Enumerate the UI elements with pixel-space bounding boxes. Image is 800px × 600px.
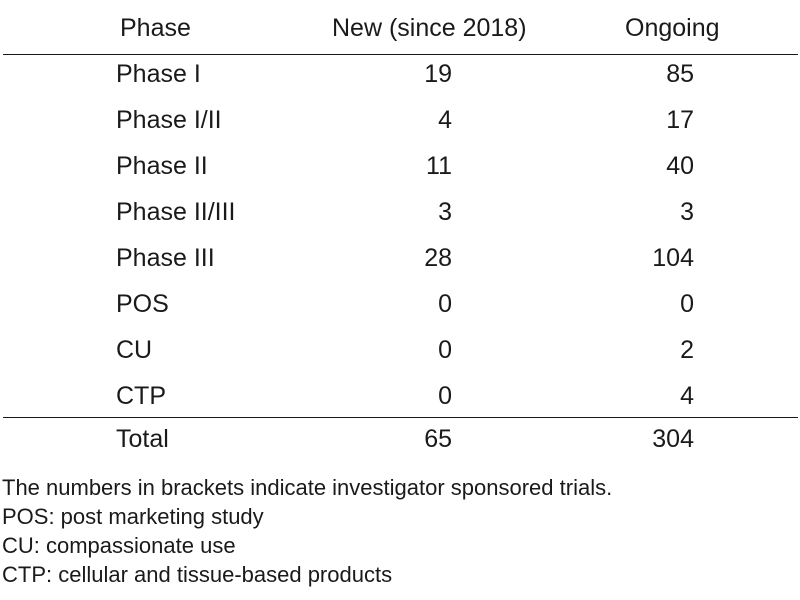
table-row: Phase II 11 40 <box>0 150 800 194</box>
cell-phase: Phase II/III <box>116 198 236 226</box>
table-footnotes: The numbers in brackets indicate investi… <box>2 473 612 589</box>
table-row: CU 0 2 <box>0 334 800 378</box>
total-divider <box>3 417 798 418</box>
cell-phase: CU <box>116 336 153 364</box>
cell-ongoing: 17 <box>666 106 694 134</box>
cell-phase: Phase III <box>116 244 215 272</box>
cell-ongoing: 85 <box>666 60 694 88</box>
cell-new: 0 <box>438 336 452 364</box>
footnote-ctp: CTP: cellular and tissue-based products <box>2 562 393 587</box>
footnote-brackets: The numbers in brackets indicate investi… <box>2 475 613 500</box>
cell-ongoing: 104 <box>652 244 694 272</box>
cell-ongoing: 0 <box>680 290 694 318</box>
table-row: CTP 0 4 <box>0 380 800 424</box>
header-new-since-2018: New (since 2018) <box>332 14 527 42</box>
cell-phase: Phase I/II <box>116 106 222 134</box>
cell-phase: Phase I <box>116 60 201 88</box>
header-ongoing: Ongoing <box>625 14 720 42</box>
table-row: Phase I/II 4 17 <box>0 104 800 148</box>
cell-ongoing: 4 <box>680 382 694 410</box>
total-row: Total 65 304 <box>0 423 800 467</box>
table-row: POS 0 0 <box>0 288 800 332</box>
cell-ongoing: 3 <box>680 198 694 226</box>
cell-phase: CTP <box>116 382 166 410</box>
cell-ongoing: 2 <box>680 336 694 364</box>
footnote-pos: POS: post marketing study <box>2 504 264 529</box>
table-row: Phase III 28 104 <box>0 242 800 286</box>
cell-new: 28 <box>424 244 452 272</box>
cell-new: 11 <box>426 152 452 180</box>
cell-new: 4 <box>438 106 452 134</box>
table-row: Phase I 19 85 <box>0 58 800 102</box>
total-label: Total <box>116 425 169 453</box>
cell-new: 0 <box>438 290 452 318</box>
table-row: Phase II/III 3 3 <box>0 196 800 240</box>
cell-new: 0 <box>438 382 452 410</box>
total-new: 65 <box>424 425 452 453</box>
cell-phase: Phase II <box>116 152 208 180</box>
total-ongoing: 304 <box>652 425 694 453</box>
header-divider <box>3 54 798 55</box>
header-phase: Phase <box>120 14 191 42</box>
cell-new: 3 <box>438 198 452 226</box>
cell-ongoing: 40 <box>666 152 694 180</box>
cell-phase: POS <box>116 290 169 318</box>
cell-new: 19 <box>424 60 452 88</box>
footnote-cu: CU: compassionate use <box>2 533 236 558</box>
